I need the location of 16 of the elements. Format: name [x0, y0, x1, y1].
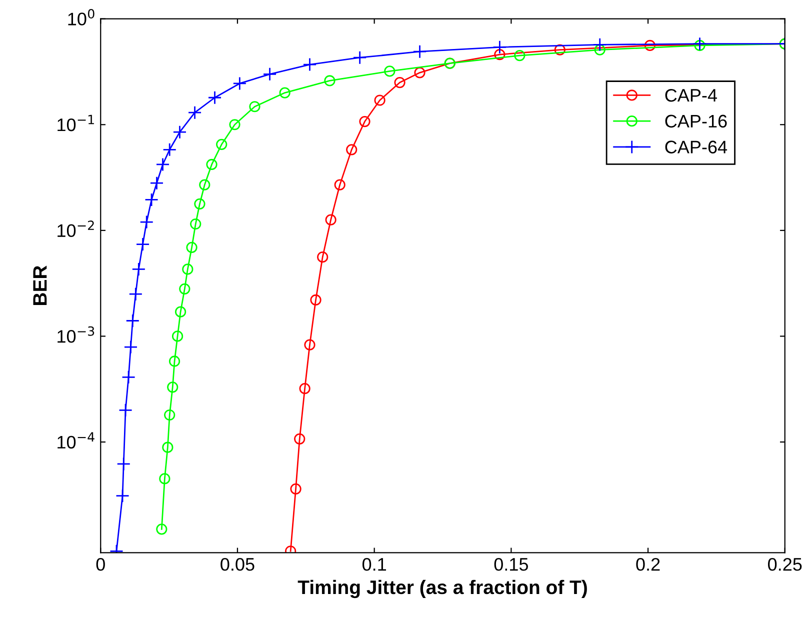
legend-label: CAP-4: [665, 88, 717, 102]
legend-label: CAP-16: [665, 114, 727, 128]
x-tick-label: 0.05: [220, 558, 254, 571]
y-tick-label: 10$^{−2}$: [58, 220, 94, 238]
x-tick-label: 0.25: [768, 558, 802, 571]
x-tick-label: 0.1: [362, 558, 386, 571]
y-tick-label: 10$^{−3}$: [58, 326, 94, 343]
y-tick-label: 10$^{−4}$: [58, 432, 94, 449]
y-tick-label: 10$^{0}$: [68, 8, 94, 26]
y-axis-title: BER: [33, 266, 47, 305]
legend-label: CAP-64: [665, 140, 728, 154]
y-tick-label: 10$^{−1}$: [58, 114, 94, 132]
x-tick-label: 0: [96, 558, 105, 571]
x-axis-title: Timing Jitter (as a fraction of T): [298, 580, 587, 598]
x-tick-label: 0.15: [494, 558, 528, 571]
x-tick-label: 0.2: [636, 558, 660, 571]
